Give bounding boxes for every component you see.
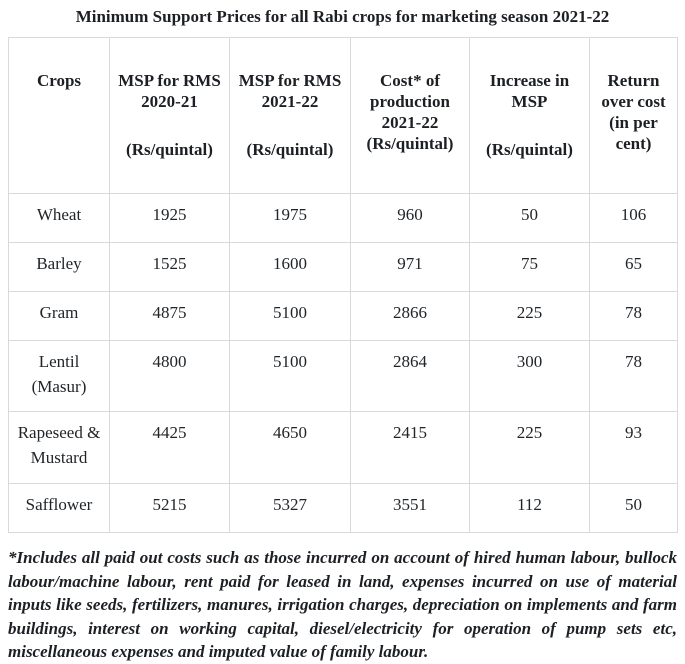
msp-2021-22-cell: 5327	[229, 483, 351, 533]
header-cell-return-over-cost: Return over cost (in per cent)	[589, 37, 678, 194]
cost-cell: 3551	[350, 483, 470, 533]
msp-2020-21-cell: 4800	[109, 340, 230, 412]
header-cell-increase-in-msp: Increase in MSP (Rs/quintal)	[469, 37, 590, 194]
header-label: Return over cost (in per cent)	[601, 71, 666, 153]
msp-2021-22-cell: 1975	[229, 193, 351, 243]
header-unit: (Rs/quintal)	[486, 140, 573, 159]
table-row-wheat: Wheat 1925 1975 960 50 106	[8, 193, 678, 243]
cost-cell: 2866	[350, 291, 470, 341]
return-cell: 50	[589, 483, 678, 533]
crop-name-cell: Wheat	[8, 193, 110, 243]
increase-cell: 112	[469, 483, 590, 533]
table-row-safflower: Safflower 5215 5327 3551 112 50	[8, 483, 678, 533]
header-cell-msp-2021-22: MSP for RMS 2021-22 (Rs/quintal)	[229, 37, 351, 194]
msp-2020-21-cell: 5215	[109, 483, 230, 533]
crop-name-cell: Barley	[8, 242, 110, 292]
header-unit: (Rs/quintal)	[126, 140, 213, 159]
header-cell-crops: Crops	[8, 37, 110, 194]
return-cell: 93	[589, 411, 678, 484]
cost-cell: 960	[350, 193, 470, 243]
table-row-barley: Barley 1525 1600 971 75 65	[8, 242, 678, 292]
increase-cell: 300	[469, 340, 590, 412]
msp-2020-21-cell: 4875	[109, 291, 230, 341]
msp-2021-22-cell: 5100	[229, 340, 351, 412]
table-row-gram: Gram 4875 5100 2866 225 78	[8, 291, 678, 341]
msp-table: Crops MSP for RMS 2020-21 (Rs/quintal) M…	[8, 37, 678, 533]
crop-name-cell: Gram	[8, 291, 110, 341]
crop-name-cell: Rapeseed & Mustard	[8, 411, 110, 484]
header-cell-cost-of-production: Cost* of production 2021-22 (Rs/quintal)	[350, 37, 470, 194]
msp-2020-21-cell: 1525	[109, 242, 230, 292]
return-cell: 78	[589, 340, 678, 412]
header-row: Crops MSP for RMS 2020-21 (Rs/quintal) M…	[8, 37, 678, 194]
table-row-rapeseed-mustard: Rapeseed & Mustard 4425 4650 2415 225 93	[8, 411, 678, 484]
header-label: Crops	[36, 71, 82, 90]
msp-2020-21-cell: 4425	[109, 411, 230, 484]
crop-name-cell: Lentil (Masur)	[8, 340, 110, 412]
cost-cell: 2864	[350, 340, 470, 412]
return-cell: 65	[589, 242, 678, 292]
header-label: MSP for RMS 2021-22	[238, 71, 342, 111]
increase-cell: 225	[469, 411, 590, 484]
cost-definition-footnote: *Includes all paid out costs such as tho…	[8, 548, 677, 661]
msp-2021-22-cell: 5100	[229, 291, 351, 341]
header-label: MSP for RMS 2020-21	[118, 71, 221, 111]
table-row-lentil: Lentil (Masur) 4800 5100 2864 300 78	[8, 340, 678, 412]
cost-cell: 971	[350, 242, 470, 292]
table-body: Wheat 1925 1975 960 50 106 Barley 1525 1…	[8, 193, 678, 533]
return-cell: 106	[589, 193, 678, 243]
msp-2020-21-cell: 1925	[109, 193, 230, 243]
article-page: Minimum Support Prices for all Rabi crop…	[0, 7, 685, 664]
cost-cell: 2415	[350, 411, 470, 484]
msp-2021-22-cell: 4650	[229, 411, 351, 484]
header-cell-msp-2020-21: MSP for RMS 2020-21 (Rs/quintal)	[109, 37, 230, 194]
msp-2021-22-cell: 1600	[229, 242, 351, 292]
page-title: Minimum Support Prices for all Rabi crop…	[75, 7, 610, 26]
header-label: Cost* of production 2021-22 (Rs/quintal)	[366, 71, 454, 153]
header-unit: (Rs/quintal)	[246, 140, 334, 159]
header-label: Increase in MSP	[489, 71, 570, 111]
increase-cell: 75	[469, 242, 590, 292]
increase-cell: 225	[469, 291, 590, 341]
table-header: Crops MSP for RMS 2020-21 (Rs/quintal) M…	[8, 37, 678, 194]
crop-name-cell: Safflower	[8, 483, 110, 533]
return-cell: 78	[589, 291, 678, 341]
increase-cell: 50	[469, 193, 590, 243]
